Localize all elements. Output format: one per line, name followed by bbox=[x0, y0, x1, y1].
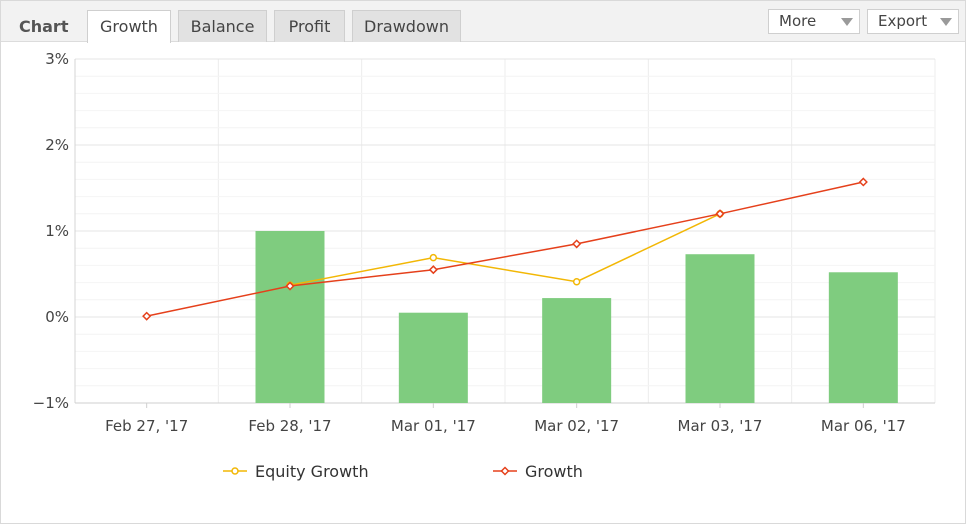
y-tick-label: −1% bbox=[33, 394, 69, 412]
bar bbox=[398, 312, 468, 403]
more-button[interactable]: More bbox=[768, 9, 860, 34]
point bbox=[285, 281, 295, 291]
series-line bbox=[289, 213, 721, 286]
chart-toolbar: Chart Growth Balance Profit Drawdown Mor… bbox=[1, 1, 965, 43]
bar bbox=[828, 272, 898, 403]
chevron-down-icon bbox=[841, 18, 853, 26]
bar bbox=[542, 298, 612, 403]
legend-item[interactable]: Growth bbox=[493, 462, 583, 481]
point bbox=[858, 177, 868, 187]
bar bbox=[255, 231, 325, 403]
tab-growth[interactable]: Growth bbox=[87, 10, 171, 43]
point bbox=[429, 253, 438, 262]
export-button[interactable]: Export bbox=[867, 9, 959, 34]
tab-profit[interactable]: Profit bbox=[274, 10, 345, 42]
y-axis: −1% 0% 1% 2% 3% bbox=[33, 50, 69, 412]
legend-item[interactable]: Equity Growth bbox=[223, 462, 369, 481]
legend[interactable]: Equity Growth Growth bbox=[223, 462, 583, 481]
x-axis: Feb 27, '17 Feb 28, '17 Mar 01, '17 Mar 02,… bbox=[105, 403, 906, 435]
chart-heading: Chart bbox=[19, 17, 69, 36]
point bbox=[231, 467, 239, 475]
point bbox=[500, 466, 510, 476]
grid-lines bbox=[74, 58, 936, 404]
point bbox=[715, 209, 725, 219]
y-tick-label: 2% bbox=[45, 136, 69, 154]
point bbox=[572, 277, 581, 286]
export-button-label: Export bbox=[878, 12, 928, 30]
point bbox=[572, 239, 582, 249]
chevron-down-icon bbox=[940, 18, 952, 26]
x-tick-label: Mar 03, '17 bbox=[678, 417, 763, 435]
x-tick-label: Feb 27, '17 bbox=[105, 417, 188, 435]
x-tick-label: Mar 06, '17 bbox=[821, 417, 906, 435]
x-tick-label: Mar 02, '17 bbox=[534, 417, 619, 435]
point bbox=[142, 311, 152, 321]
series-line bbox=[146, 181, 864, 317]
y-tick-label: 3% bbox=[45, 50, 69, 68]
x-tick-label: Mar 01, '17 bbox=[391, 417, 476, 435]
y-tick-label: 0% bbox=[45, 308, 69, 326]
tab-balance[interactable]: Balance bbox=[178, 10, 267, 42]
y-tick-label: 1% bbox=[45, 222, 69, 240]
legend-label: Equity Growth bbox=[255, 462, 369, 481]
x-tick-label: Feb 28, '17 bbox=[248, 417, 331, 435]
line-series bbox=[142, 177, 868, 321]
point bbox=[428, 265, 438, 275]
more-button-label: More bbox=[779, 12, 817, 30]
bar-series bbox=[255, 231, 898, 403]
legend-label: Growth bbox=[525, 462, 583, 481]
tab-drawdown[interactable]: Drawdown bbox=[352, 10, 461, 42]
bar bbox=[685, 254, 755, 403]
